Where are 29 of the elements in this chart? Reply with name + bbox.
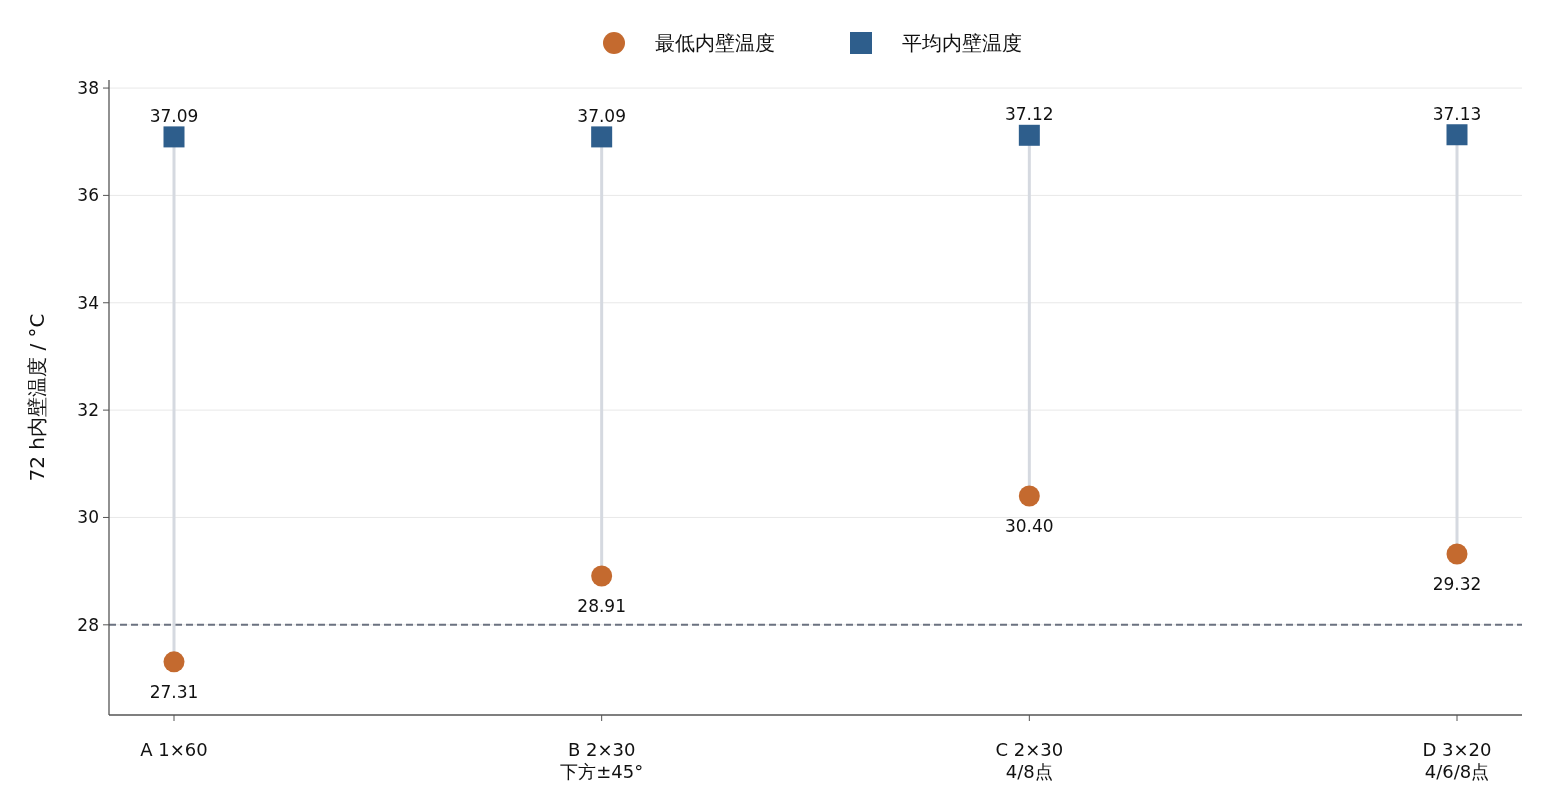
data-label: 37.12 bbox=[1005, 104, 1054, 125]
x-tick-label: B 2×30 下方±45° bbox=[560, 739, 644, 782]
y-tick-label: 36 bbox=[77, 185, 99, 206]
x-tick-label: A 1×60 bbox=[140, 739, 208, 760]
legend-label: 平均内壁温度 bbox=[902, 31, 1022, 55]
data-label: 29.32 bbox=[1432, 573, 1482, 594]
x-tick-label: D 3×20 4/6/8点 bbox=[1422, 739, 1492, 782]
data-label: 37.09 bbox=[577, 105, 626, 126]
y-tick-label: 38 bbox=[77, 78, 99, 99]
data-label: 37.09 bbox=[149, 105, 199, 126]
point bbox=[1018, 485, 1040, 507]
data-label: 27.31 bbox=[149, 681, 199, 702]
y-tick-label: 30 bbox=[77, 507, 99, 528]
point bbox=[1446, 543, 1468, 565]
x-tick-label: C 2×30 4/8点 bbox=[995, 739, 1064, 782]
point bbox=[163, 651, 185, 673]
y-axis-title: 72 h内壁温度 / °C bbox=[25, 313, 49, 482]
point bbox=[591, 126, 613, 148]
y-tick-label: 28 bbox=[77, 614, 99, 635]
point bbox=[163, 126, 185, 148]
point bbox=[591, 565, 613, 587]
y-tick-label: 32 bbox=[77, 400, 99, 421]
data-label: 37.13 bbox=[1432, 103, 1482, 124]
legend-label: 最低内壁温度 bbox=[655, 31, 775, 55]
point bbox=[1446, 124, 1468, 146]
data-label: 30.40 bbox=[1005, 516, 1054, 536]
y-tick-label: 34 bbox=[77, 292, 99, 313]
data-label: 28.91 bbox=[577, 595, 626, 616]
point bbox=[1018, 124, 1040, 146]
